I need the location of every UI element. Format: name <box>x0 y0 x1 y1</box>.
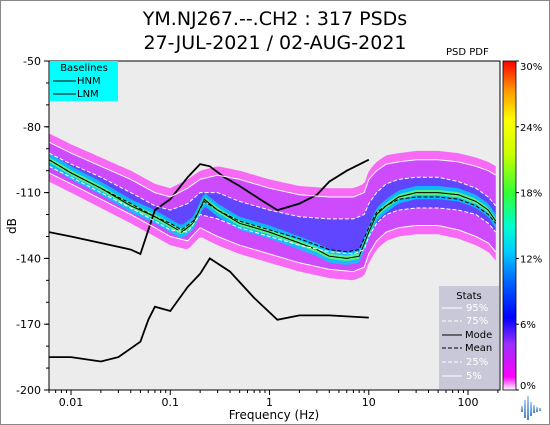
x-tick-label: 0.1 <box>162 396 180 409</box>
x-axis: 0.01 0.1 1 10 100 <box>48 390 499 409</box>
legend-5-label: 5% <box>466 371 482 382</box>
colorbar-tick-label: 6% <box>520 320 536 331</box>
colorbar-gradient <box>502 60 517 391</box>
chart-title: YM.NJ267.--.CH2 : 317 PSDs <box>142 8 408 30</box>
chart-series <box>49 141 497 363</box>
stats-legend-box <box>439 286 499 389</box>
legend-25-label: 25% <box>466 357 488 368</box>
colorbar-tick-label: 18% <box>520 189 542 200</box>
series-75pct-line <box>49 152 497 220</box>
series-95pct-line <box>49 141 496 198</box>
y-tick-label: -140 <box>16 252 41 265</box>
series-lnm-line <box>49 257 369 363</box>
y-tick-label: -200 <box>16 384 41 397</box>
seismic-waveform-icon <box>521 396 541 420</box>
stats-legend-title: Stats <box>456 291 482 302</box>
series-mean-line <box>49 159 497 253</box>
legend-75-label: 75% <box>466 316 488 327</box>
x-axis-label: Frequency (Hz) <box>229 408 320 422</box>
colorbar-tick-label: 0% <box>520 381 536 392</box>
series-25pct-line <box>49 165 497 255</box>
x-tick-label: 1 <box>266 396 273 409</box>
x-tick-label: 0.01 <box>59 396 84 409</box>
colorbar-tick-label: 30% <box>520 62 542 73</box>
y-axis: -50 -80 -110 -140 -170 -200 <box>16 55 49 397</box>
x-tick-label: 100 <box>458 396 479 409</box>
series-5pct-line <box>49 172 497 273</box>
series-mode-line <box>49 159 497 259</box>
legend-95-label: 95% <box>466 303 488 314</box>
legend-mean-label: Mean <box>465 343 492 354</box>
colorbar-tick-label: 24% <box>520 123 542 134</box>
x-tick-label: 10 <box>362 396 376 409</box>
y-tick-label: -50 <box>23 55 41 68</box>
colorbar-ticks: 0% 6% 12% 18% 24% 30% <box>516 60 542 392</box>
y-tick-label: -110 <box>16 187 41 200</box>
baselines-legend-title: Baselines <box>60 63 108 74</box>
baselines-legend: Baselines HNM LNM <box>50 61 118 101</box>
stats-legend: Stats 95% 75% Mode Mean 25% 5% <box>439 286 499 389</box>
legend-mode-label: Mode <box>465 330 492 341</box>
chart-subtitle: 27-JUL-2021 / 02-AUG-2021 <box>143 32 407 54</box>
colorbar: 0% 6% 12% 18% 24% 30% <box>502 60 542 392</box>
legend-lnm-label: LNM <box>77 89 99 100</box>
legend-hnm-label: HNM <box>77 76 101 87</box>
y-axis-label: dB <box>5 218 19 234</box>
series-hnm-line <box>49 158 370 256</box>
colorbar-tick-label: 12% <box>520 254 542 265</box>
colorbar-label: PSD PDF <box>446 47 489 58</box>
plot-border <box>48 60 501 391</box>
y-tick-label: -80 <box>23 121 41 134</box>
y-tick-label: -170 <box>16 318 41 331</box>
